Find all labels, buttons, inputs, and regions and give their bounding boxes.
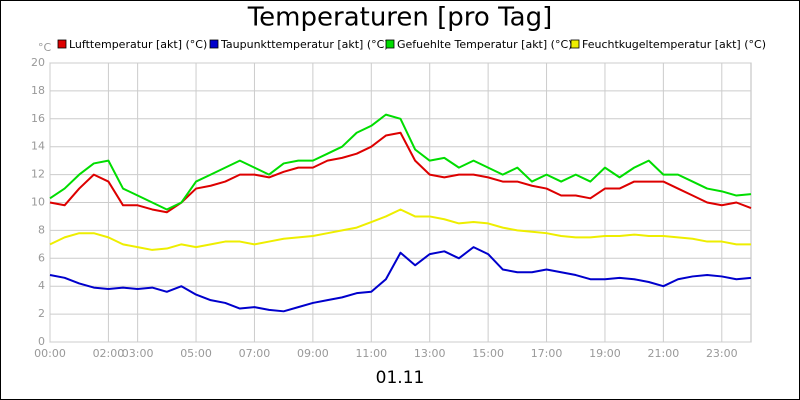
legend-label: Feuchtkugeltemperatur [akt] (°C) (582, 38, 766, 51)
x-tick-label: 19:00 (589, 347, 621, 360)
legend-swatch (385, 39, 395, 49)
x-tick-label: 11:00 (355, 347, 387, 360)
legend-label: Lufttemperatur [akt] (°C) (69, 38, 207, 51)
legend-swatch (209, 39, 219, 49)
y-tick-label: 8 (38, 223, 45, 236)
x-tick-label: 03:00 (122, 347, 154, 360)
legend-label: Gefuehlte Temperatur [akt] (°C) (397, 38, 572, 51)
y-unit: °C (38, 41, 52, 54)
y-tick-label: 14 (31, 140, 45, 153)
y-tick-label: 20 (31, 56, 45, 69)
chart-subtitle: 01.11 (376, 368, 425, 388)
x-tick-label: 05:00 (180, 347, 212, 360)
y-tick-label: 18 (31, 84, 45, 97)
y-tick-label: 6 (38, 251, 45, 264)
y-tick-label: 4 (38, 279, 45, 292)
y-tick-label: 10 (31, 196, 45, 209)
legend-swatch (570, 39, 580, 49)
series-line (49, 208, 751, 251)
y-tick-label: 2 (38, 307, 45, 320)
x-tick-label: 23:00 (706, 347, 738, 360)
series-line (49, 131, 752, 214)
chart-title: Temperaturen [pro Tag] (247, 3, 553, 33)
x-tick-label: 17:00 (531, 347, 563, 360)
x-tick-label: 00:00 (34, 347, 66, 360)
series-line (49, 246, 752, 313)
y-tick-label: 0 (38, 335, 45, 348)
y-tick-label: 16 (31, 112, 45, 125)
legend-swatch (57, 39, 67, 49)
x-tick-label: 02:00 (93, 347, 125, 360)
x-tick-label: 21:00 (648, 347, 680, 360)
x-tick-label: 15:00 (472, 347, 504, 360)
legend-label: Taupunkttemperatur [akt] (°C) (220, 38, 389, 51)
x-tick-label: 07:00 (239, 347, 271, 360)
x-tick-label: 13:00 (414, 347, 446, 360)
series-line (49, 113, 752, 211)
y-tick-label: 12 (31, 168, 45, 181)
x-tick-label: 09:00 (297, 347, 329, 360)
